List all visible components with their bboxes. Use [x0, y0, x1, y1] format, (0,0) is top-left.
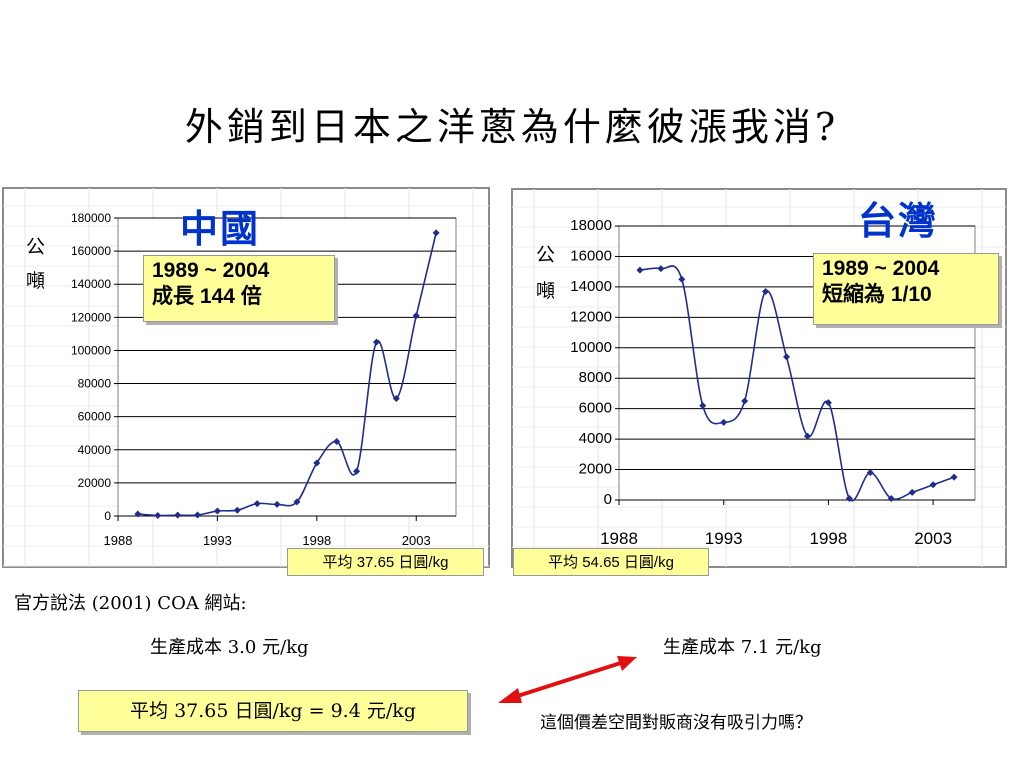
- y-tick-label: 80000: [78, 377, 112, 391]
- data-point: [866, 469, 874, 477]
- data-point: [273, 500, 281, 508]
- x-tick-label: 1998: [302, 533, 331, 548]
- y-tick-label: 18000: [570, 217, 612, 234]
- x-tick-label: 1993: [203, 533, 232, 548]
- y-tick-label: 0: [604, 491, 612, 508]
- y-tick-label: 6000: [579, 400, 612, 417]
- taiwan-note-shrink: 短縮為 1/10: [822, 283, 932, 306]
- y-tick-label: 160000: [71, 244, 111, 258]
- data-point: [950, 473, 958, 481]
- y-tick-label: 4000: [579, 430, 612, 447]
- data-point: [412, 312, 420, 320]
- taiwan-plot: 0 2000 4000 6000 8000 10000 12000 14000 16000 180…: [511, 188, 1007, 568]
- x-tick-label: 1988: [104, 533, 133, 548]
- data-point: [154, 512, 162, 520]
- china-average-price: 平均 37.65 日圓/kg: [287, 548, 484, 576]
- taiwan-average-price: 平均 54.65 日圓/kg: [513, 548, 709, 576]
- slide-title: 外銷到日本之洋蔥為什麼彼漲我消?: [184, 105, 840, 149]
- y-tick-label: 140000: [71, 277, 111, 291]
- data-point: [293, 498, 301, 506]
- data-point: [313, 459, 321, 467]
- x-tick-label: 2003: [402, 533, 431, 548]
- data-point: [432, 229, 440, 237]
- price-gap-question: 這個價差空間對販商沒有吸引力嗎？: [540, 713, 812, 733]
- taiwan-ylabel-1: 公: [536, 244, 556, 266]
- data-point: [233, 506, 241, 514]
- data-point: [824, 399, 832, 407]
- data-point: [333, 438, 341, 445]
- official-source-line: 官方說法 (2001) COA 網站:: [14, 593, 247, 614]
- y-tick-label: 10000: [570, 339, 612, 356]
- data-point: [720, 418, 728, 426]
- china-ylabel-2: 噸: [26, 270, 46, 292]
- data-point: [699, 402, 707, 410]
- y-tick-label: 180000: [71, 211, 111, 225]
- data-point: [762, 287, 770, 295]
- data-point: [174, 511, 182, 519]
- converted-average-box: 平均 37.65 日圓/kg = 9.4 元/kg: [78, 690, 468, 732]
- taiwan-label: 台灣: [858, 199, 939, 243]
- data-point: [392, 394, 400, 402]
- y-tick-label: 120000: [71, 310, 111, 324]
- y-tick-label: 100000: [71, 343, 111, 357]
- y-tick-label: 14000: [570, 278, 612, 295]
- data-point: [887, 494, 895, 502]
- y-tick-label: 40000: [78, 443, 112, 457]
- x-tick-label: 1993: [705, 529, 743, 548]
- china-note-growth: 成長 144 倍: [152, 285, 262, 308]
- y-tick-label: 0: [104, 509, 111, 523]
- china-ylabel-1: 公: [26, 236, 46, 258]
- data-point: [372, 338, 380, 346]
- taiwan-ylabel-2: 噸: [536, 280, 556, 302]
- x-tick-label: 2003: [914, 529, 952, 548]
- data-point: [678, 275, 686, 283]
- y-tick-label: 60000: [78, 410, 112, 424]
- china-growth-note: 1989 ~ 2004 成長 144 倍: [143, 255, 335, 322]
- data-point: [908, 488, 916, 496]
- data-point: [803, 432, 811, 440]
- data-point: [783, 353, 791, 361]
- y-tick-label: 20000: [78, 476, 112, 490]
- y-tick-label: 8000: [579, 369, 612, 386]
- data-point: [636, 266, 644, 274]
- data-point: [253, 500, 261, 508]
- x-tick-label: 1988: [600, 529, 638, 548]
- data-point: [845, 494, 853, 502]
- y-tick-label: 2000: [579, 461, 612, 478]
- data-point: [194, 511, 202, 519]
- data-point: [929, 481, 937, 489]
- data-point: [353, 467, 361, 475]
- china-production-cost: 生產成本 3.0 元/kg: [150, 637, 309, 658]
- data-point: [741, 397, 749, 405]
- y-tick-label: 16000: [570, 247, 612, 264]
- china-note-years: 1989 ~ 2004: [152, 259, 270, 282]
- y-tick-label: 12000: [570, 308, 612, 325]
- chart-frame: [511, 188, 1007, 568]
- taiwan-note-years: 1989 ~ 2004: [822, 257, 940, 280]
- x-tick-label: 1998: [809, 529, 847, 548]
- data-point: [213, 507, 221, 515]
- china-label: 中國: [180, 207, 261, 251]
- data-point: [657, 265, 665, 273]
- data-point: [134, 510, 142, 518]
- taiwan-production-cost: 生產成本 7.1 元/kg: [663, 637, 822, 658]
- taiwan-shrink-note: 1989 ~ 2004 短縮為 1/10: [813, 253, 999, 325]
